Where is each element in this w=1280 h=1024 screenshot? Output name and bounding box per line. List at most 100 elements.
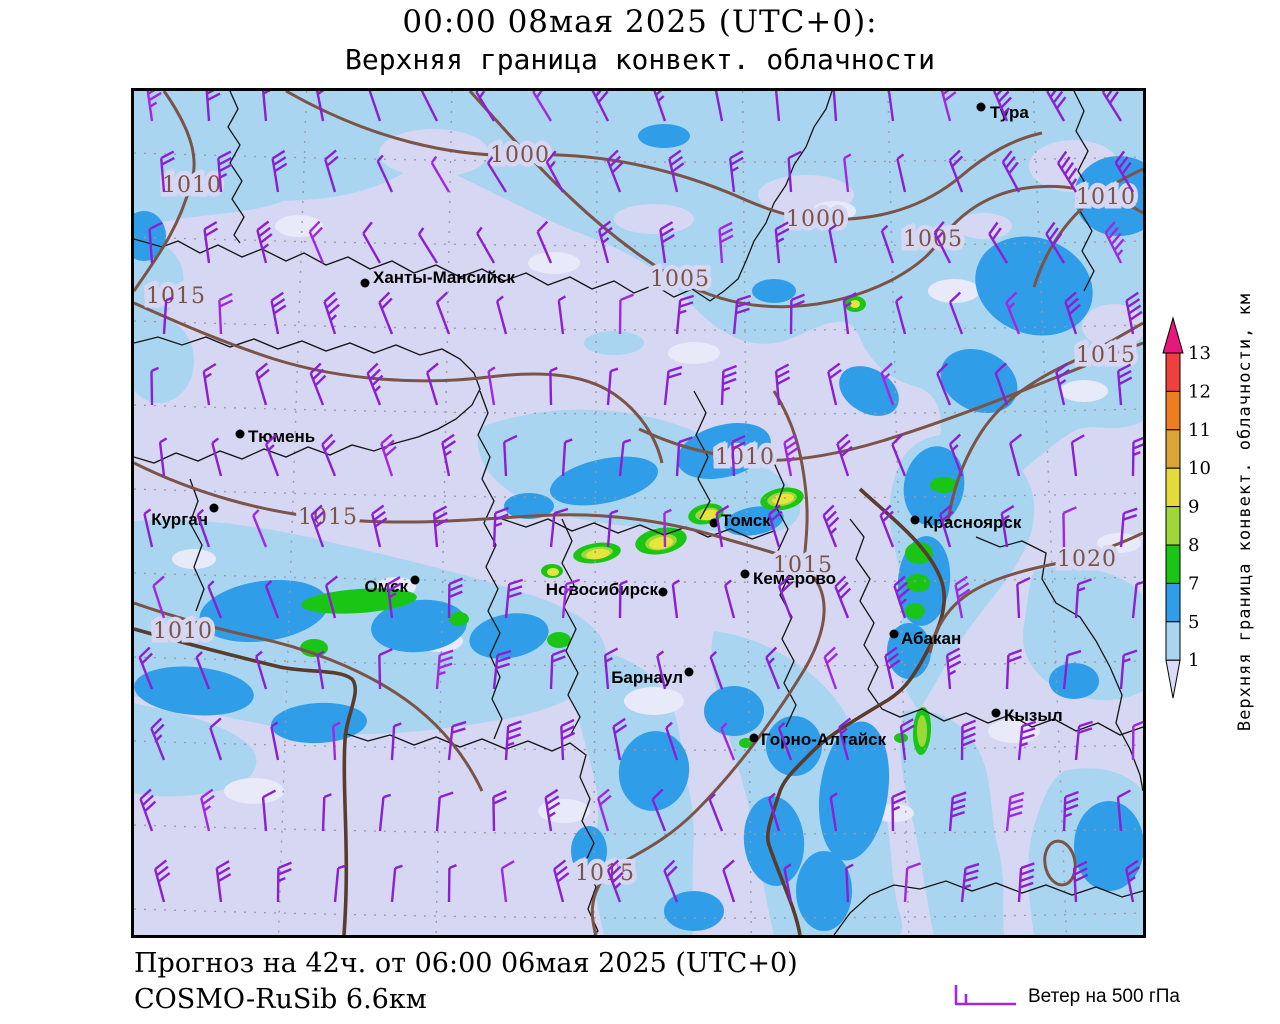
wind-barb — [606, 149, 624, 193]
wind-barb — [715, 504, 730, 548]
colorbar-tick-label: 10 — [1188, 458, 1211, 479]
wind-barb — [549, 507, 569, 548]
wind-barb — [492, 790, 507, 832]
wind-barb — [252, 509, 268, 548]
colorbar-tick-label: 13 — [1188, 343, 1211, 364]
wind-barb — [332, 721, 341, 761]
wind-barb — [789, 293, 805, 335]
wind-barb — [896, 153, 907, 193]
national-border — [134, 487, 946, 935]
wind-barb — [842, 292, 857, 335]
city-label: Ханты-Мансийск — [373, 268, 515, 287]
wind-barb — [139, 788, 157, 832]
wind-barb — [561, 578, 581, 619]
isobar-label: 1010 — [715, 445, 775, 470]
wind-barb — [218, 292, 233, 335]
wind-barb — [827, 362, 842, 406]
wind-barb — [668, 149, 685, 193]
city-dot — [658, 587, 668, 597]
wind-barb — [1116, 789, 1132, 832]
wind-barb — [891, 433, 907, 477]
city-label: Тура — [990, 103, 1029, 122]
wind-barb — [532, 91, 553, 122]
wind-barb — [783, 863, 793, 903]
colorbar-segment — [1165, 582, 1181, 623]
forecast-map: 1010 1000 1015 1000 1005 1010 1005 1015 1010 1015… — [131, 88, 1146, 938]
wind-barb — [948, 791, 967, 832]
graticule — [134, 91, 1143, 935]
wind-barb — [838, 717, 852, 761]
wind-barb — [310, 504, 325, 548]
wind-barb — [948, 149, 964, 193]
isobar-label: 1020 — [1057, 547, 1117, 572]
page-title: 00:00 08мая 2025 (UTC+0): Верхняя границ… — [0, 4, 1280, 76]
wind-barb — [146, 91, 162, 122]
wind-barb — [768, 792, 781, 832]
wind-barb — [380, 433, 397, 477]
city-dot — [360, 278, 370, 288]
cloud-layer-mid — [134, 124, 1143, 931]
wind-barb — [447, 863, 457, 903]
wind-barb — [879, 504, 895, 548]
wind-barb — [651, 788, 667, 832]
wind-barb — [544, 788, 561, 832]
wind-barb — [1001, 150, 1021, 193]
wind-barb — [492, 506, 509, 548]
wind-barb — [663, 508, 672, 548]
wind-barb — [933, 221, 952, 264]
wind-barb — [255, 362, 270, 406]
wind-barb — [503, 434, 518, 477]
wind-barb — [659, 221, 675, 264]
wind-barb — [768, 504, 783, 548]
wind-barb — [390, 864, 403, 903]
wind-barb — [270, 721, 280, 761]
wind-barb — [435, 291, 451, 335]
wind-barb — [504, 720, 522, 761]
city-label: Горно-Алтайск — [761, 730, 887, 749]
wind-barb — [663, 859, 679, 903]
wind-barb — [718, 221, 734, 264]
wind-barb — [1046, 91, 1067, 122]
isobar-label: 1010 — [162, 173, 222, 198]
wind-barb — [447, 720, 467, 761]
wind-barb — [1072, 860, 1089, 903]
city-dot — [709, 518, 719, 528]
title-parameter: Верхняя граница конвект. облачности — [344, 43, 935, 76]
colorbar: 13 12 11 10 9 8 7 5 1 — [1162, 316, 1211, 699]
wind-barb — [880, 224, 895, 264]
wind-barb — [1131, 435, 1143, 477]
wind-barb — [162, 296, 174, 335]
colorbar-tick-label: 5 — [1188, 612, 1199, 633]
wind-barb — [207, 580, 223, 619]
wind-barb — [1125, 291, 1143, 335]
wind-barb — [994, 362, 1009, 406]
city-label: Тюмень — [248, 427, 315, 446]
forecast-info: Прогноз на 42ч. от 06:00 06мая 2025 (UTC… — [134, 948, 798, 979]
isobar-label: 1000 — [490, 143, 550, 168]
wind-barb — [378, 291, 394, 335]
wind-barb — [992, 91, 1012, 122]
wind-legend-label: Ветер на 500 гПа — [1028, 986, 1180, 1007]
wind-barb — [709, 650, 724, 690]
colorbar-tick-label: 9 — [1188, 497, 1199, 518]
wind-barb — [823, 646, 839, 690]
wind-barb — [618, 579, 628, 619]
isobar-label: 1000 — [786, 207, 846, 232]
colorbar-segment — [1165, 429, 1181, 469]
city-label: Курган — [151, 510, 208, 529]
colorbar-segment — [1165, 544, 1181, 584]
wind-barb — [671, 579, 681, 619]
city-label: Томск — [721, 511, 771, 530]
wind-barb — [560, 718, 576, 761]
wind-barb — [1064, 291, 1081, 335]
wind-barb — [722, 859, 736, 903]
wind-barb — [1062, 790, 1079, 832]
wind-barb — [264, 433, 280, 477]
city-dot — [910, 515, 920, 525]
city-dot — [889, 629, 899, 639]
city-dot — [991, 708, 1001, 718]
isobar-labels: 1010 1000 1015 1000 1005 1010 1005 1015 1010 1015… — [142, 139, 1140, 891]
wind-barb — [378, 793, 392, 832]
wind-barb — [1119, 649, 1138, 690]
